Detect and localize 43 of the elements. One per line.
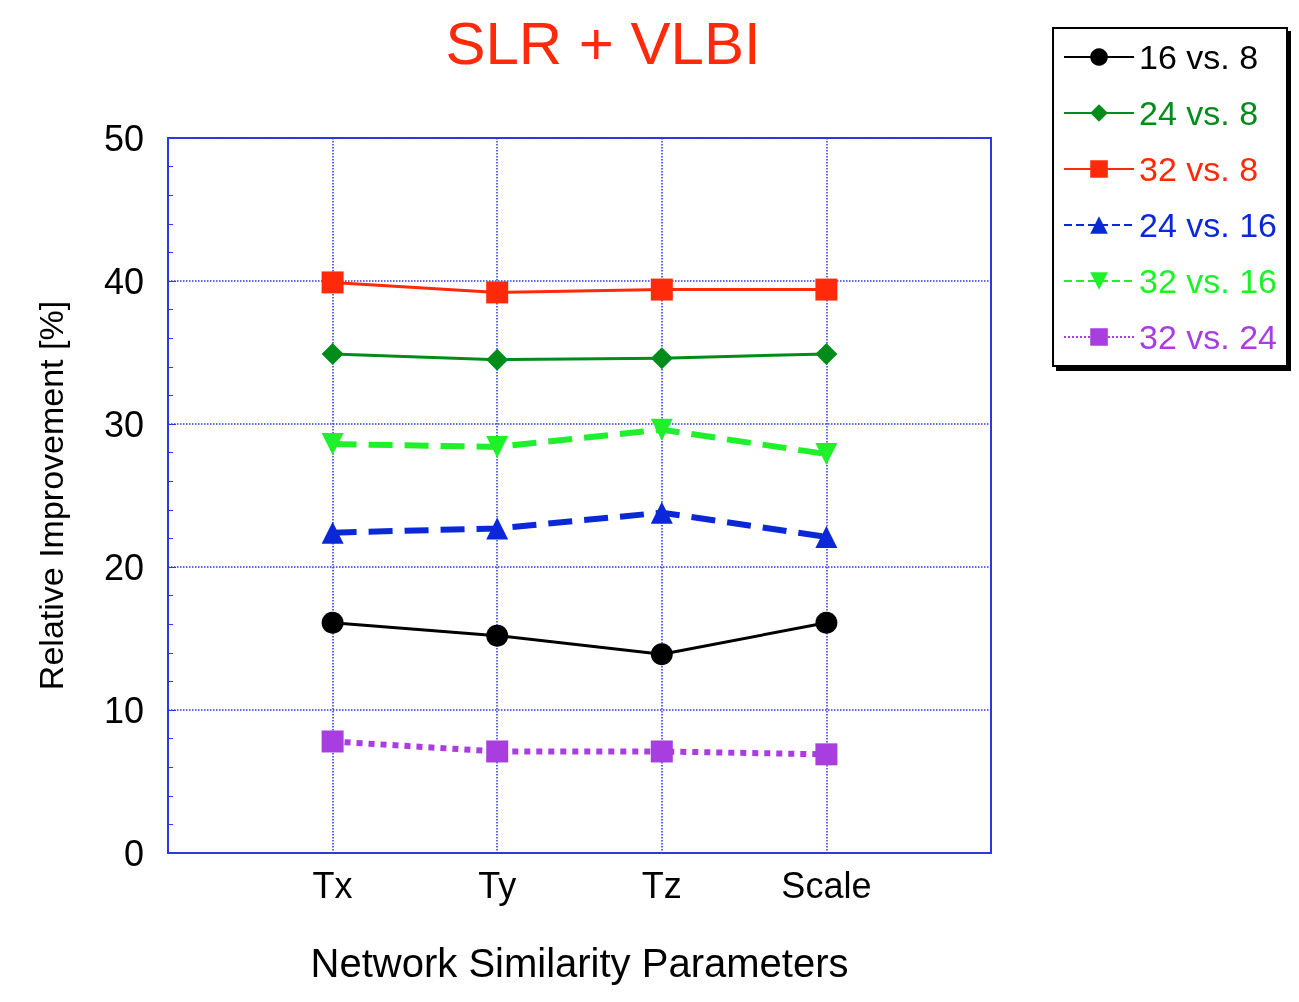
point: [815, 611, 838, 634]
point: [815, 342, 838, 365]
point: [321, 611, 344, 634]
point: [486, 435, 509, 458]
y-tick-label: 10: [103, 689, 144, 731]
point: [321, 342, 344, 365]
y-tick-label: 30: [103, 403, 144, 445]
point: [650, 643, 673, 666]
point: [486, 281, 509, 304]
point: [486, 624, 509, 647]
chart-title: SLR + VLBI: [445, 9, 761, 77]
point: [321, 730, 344, 753]
legend-label: 24 vs. 16: [1139, 206, 1278, 244]
legend-label: 32 vs. 16: [1139, 262, 1278, 300]
legend-label: 32 vs. 8: [1139, 150, 1259, 188]
point: [650, 347, 673, 370]
point: [815, 743, 838, 766]
point: [321, 521, 344, 544]
y-tick-label: 20: [103, 546, 144, 588]
point: [321, 271, 344, 294]
y-tick-label: 40: [103, 260, 144, 302]
y-tick-label: 0: [123, 832, 144, 874]
x-axis-title: Network Similarity Parameters: [310, 941, 849, 985]
point: [321, 433, 344, 456]
x-tick-label: Tx: [312, 864, 353, 906]
point: [650, 501, 673, 524]
point: [815, 443, 838, 466]
legend-label: 16 vs. 8: [1139, 38, 1259, 76]
legend-label: 24 vs. 8: [1139, 94, 1259, 132]
point: [650, 418, 673, 441]
y-tick-label: 50: [103, 117, 144, 159]
point: [650, 278, 673, 301]
x-tick-label: Scale: [781, 864, 872, 906]
point: [815, 278, 838, 301]
legend-label: 32 vs. 24: [1139, 318, 1278, 356]
y-axis-title: Relative Improvement [%]: [32, 300, 70, 691]
point: [815, 525, 838, 548]
point: [486, 348, 509, 371]
point: [650, 740, 673, 763]
x-tick-label: Ty: [478, 864, 517, 906]
point: [486, 740, 509, 763]
point: [486, 517, 509, 540]
x-tick-label: Tz: [641, 864, 682, 906]
